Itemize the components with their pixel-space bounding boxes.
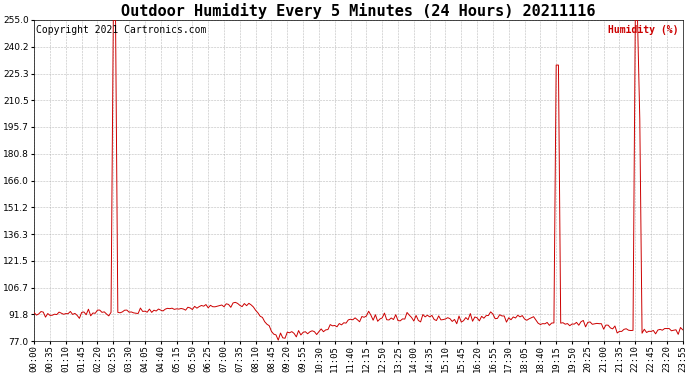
Text: Humidity (%): Humidity (%) xyxy=(608,25,678,35)
Text: Copyright 2021 Cartronics.com: Copyright 2021 Cartronics.com xyxy=(35,25,206,35)
Title: Outdoor Humidity Every 5 Minutes (24 Hours) 20211116: Outdoor Humidity Every 5 Minutes (24 Hou… xyxy=(121,3,595,19)
